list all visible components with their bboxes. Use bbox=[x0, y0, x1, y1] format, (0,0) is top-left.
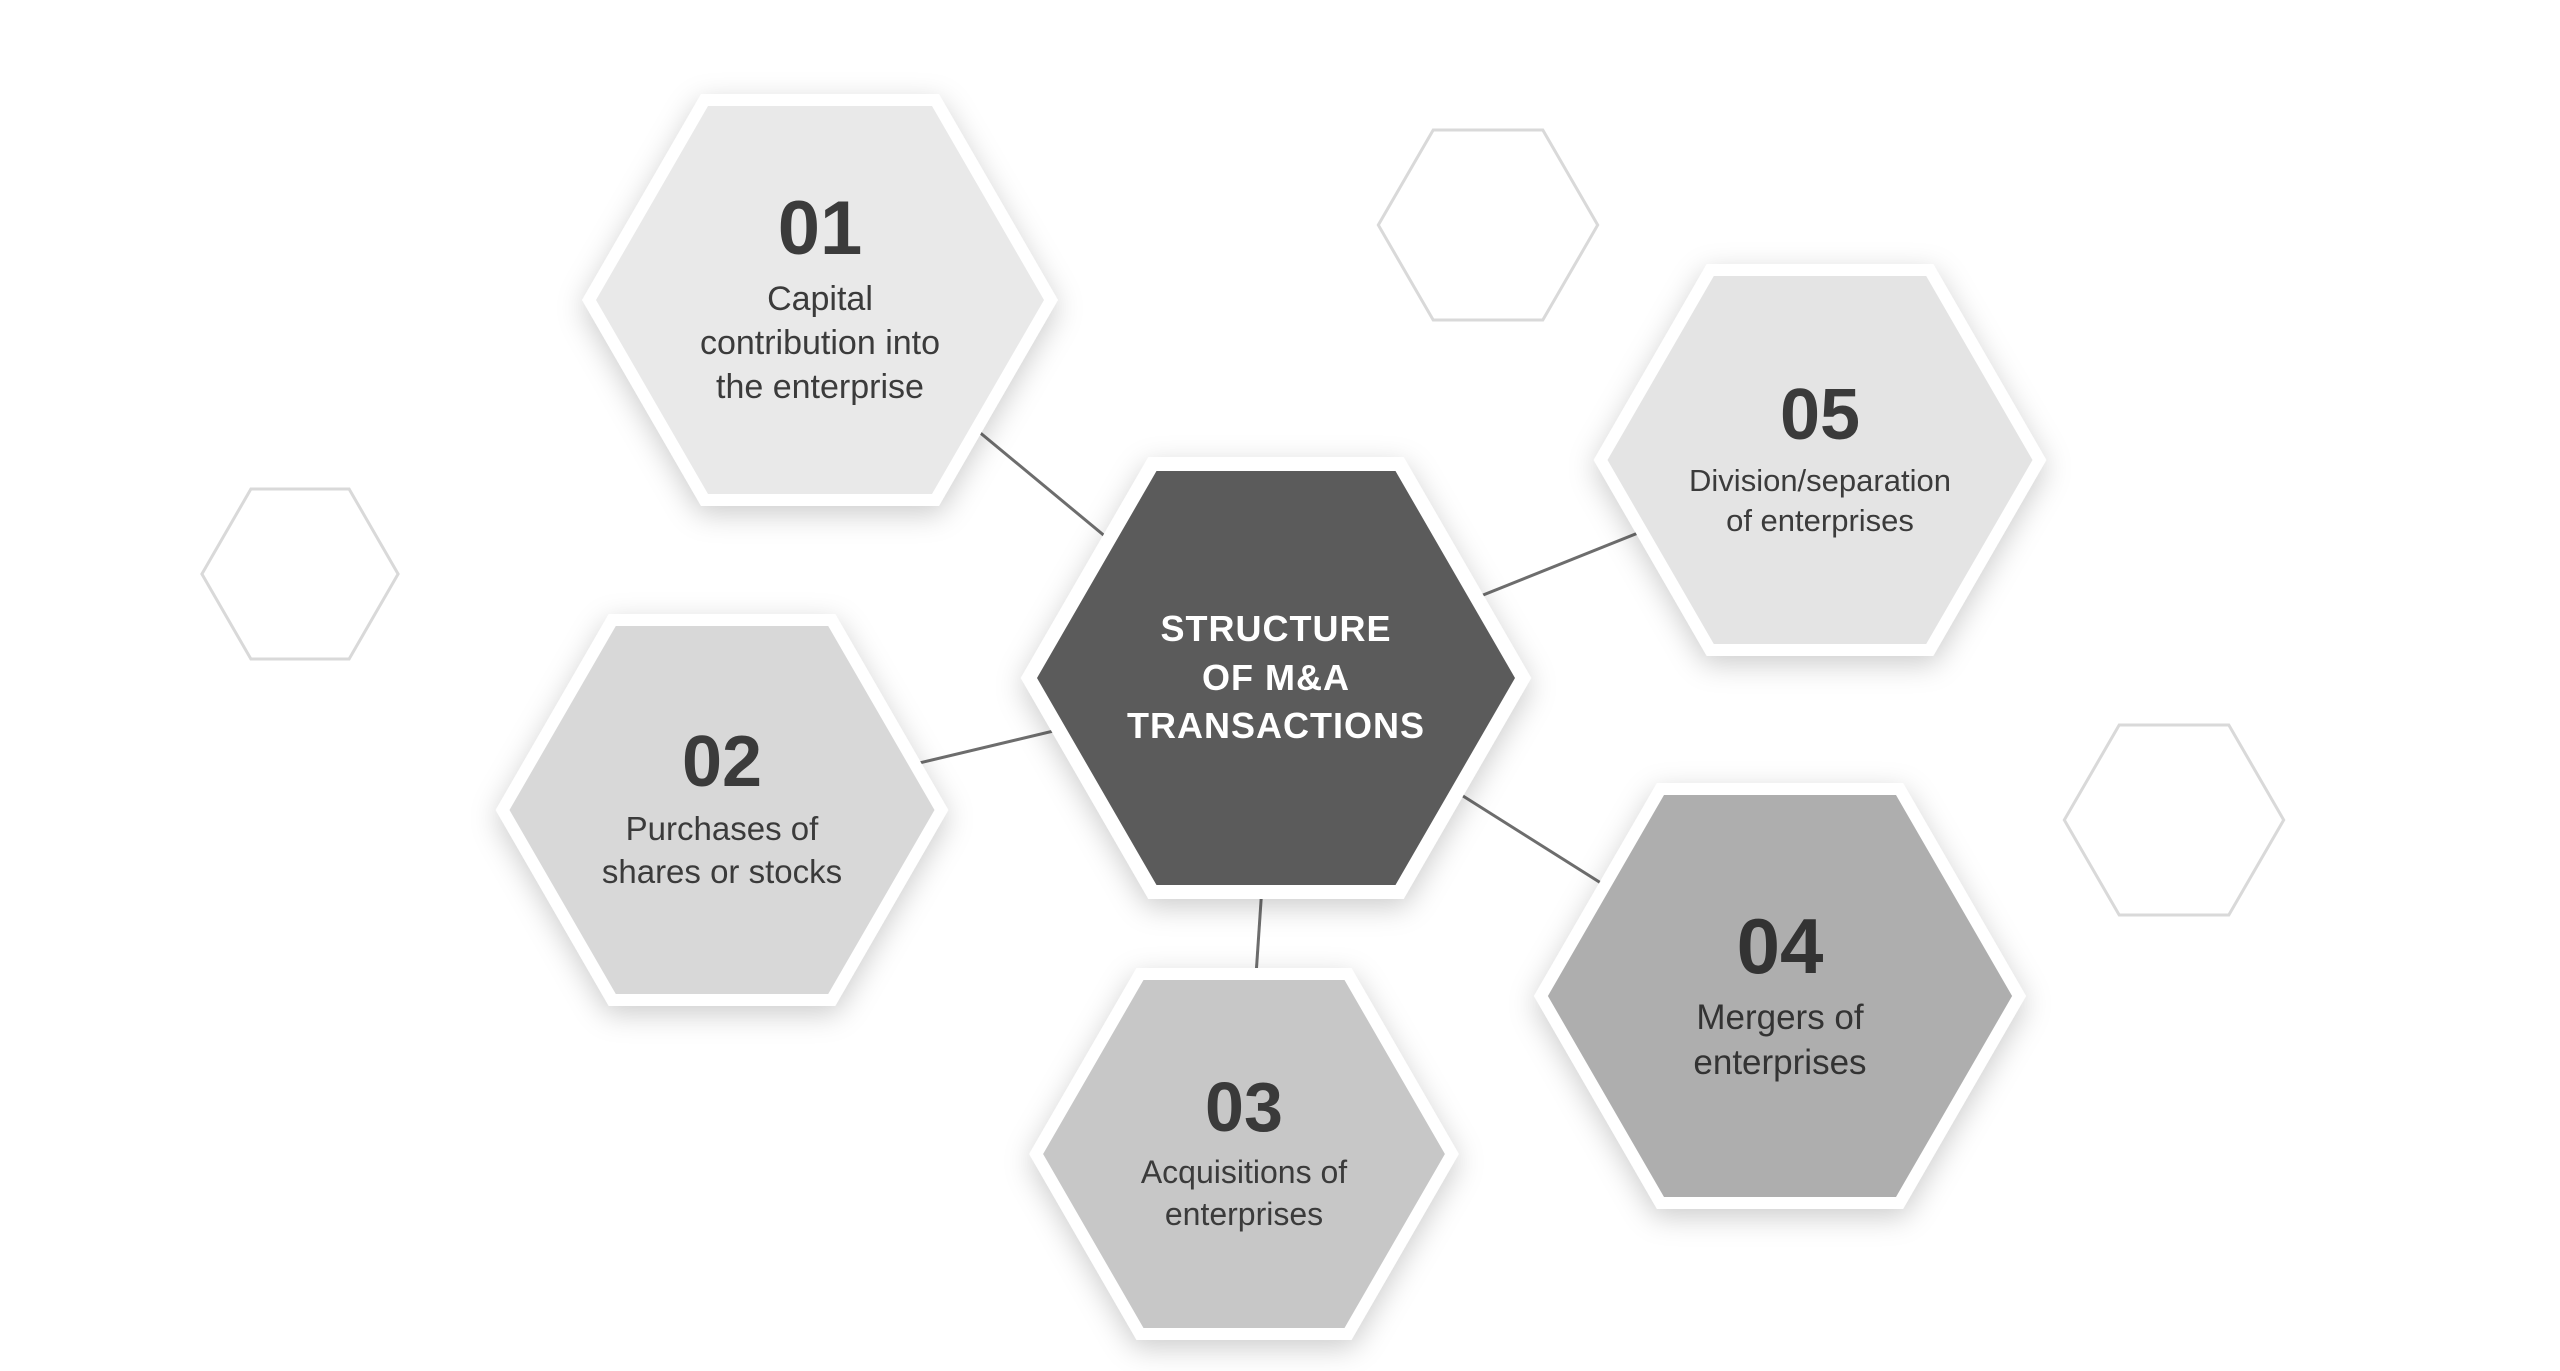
hex-svg bbox=[0, 0, 2560, 1371]
diagram-stage: STRUCTURE OF M&A TRANSACTIONS 01 Capital… bbox=[0, 0, 2560, 1371]
